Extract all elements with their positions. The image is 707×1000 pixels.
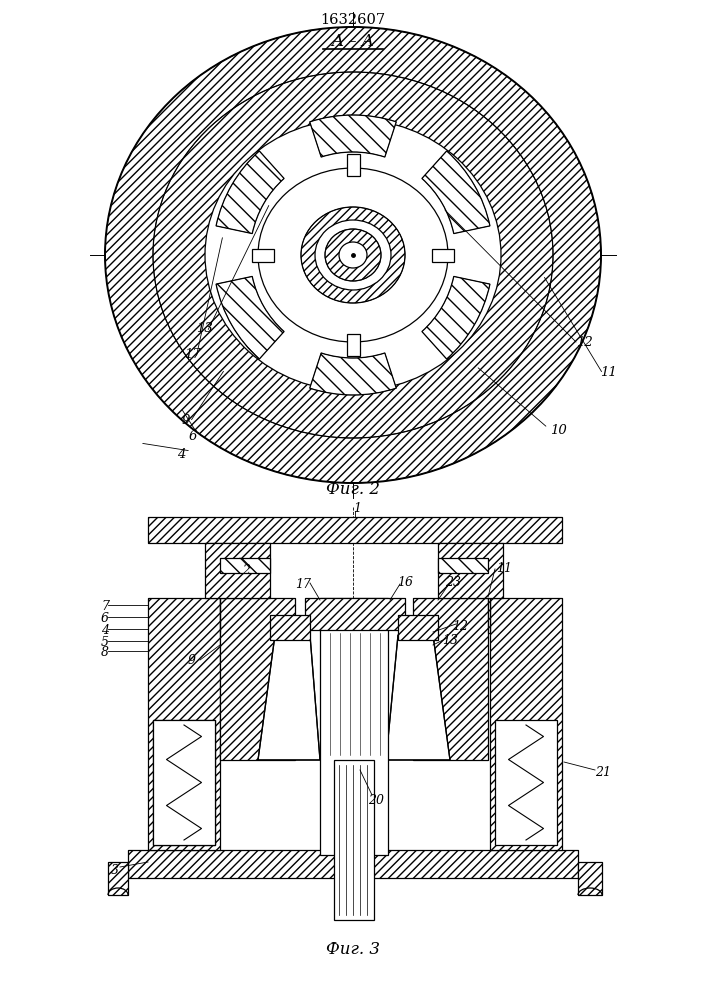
Ellipse shape bbox=[339, 242, 367, 268]
Bar bbox=[108, 862, 128, 895]
Bar bbox=[305, 598, 405, 630]
Text: 16: 16 bbox=[397, 576, 413, 589]
Text: 10: 10 bbox=[549, 424, 566, 436]
Bar bbox=[153, 720, 215, 845]
Ellipse shape bbox=[153, 72, 553, 438]
Bar bbox=[578, 862, 602, 895]
Text: 12: 12 bbox=[575, 336, 592, 349]
Wedge shape bbox=[422, 151, 490, 234]
Ellipse shape bbox=[205, 119, 501, 391]
Text: 23: 23 bbox=[445, 576, 461, 589]
Wedge shape bbox=[310, 353, 396, 395]
Text: 1: 1 bbox=[353, 502, 361, 514]
Bar bbox=[252, 248, 274, 261]
Bar bbox=[488, 598, 490, 633]
Ellipse shape bbox=[325, 229, 381, 281]
Bar bbox=[128, 850, 578, 878]
Wedge shape bbox=[310, 115, 396, 157]
Text: 6: 6 bbox=[101, 611, 109, 624]
Ellipse shape bbox=[258, 168, 448, 342]
Bar bbox=[220, 598, 295, 760]
Bar bbox=[413, 598, 488, 760]
Bar bbox=[205, 543, 270, 598]
Bar bbox=[495, 720, 557, 845]
Text: 21: 21 bbox=[595, 766, 611, 778]
Bar bbox=[438, 543, 503, 598]
Text: 1632607: 1632607 bbox=[320, 13, 385, 27]
Bar bbox=[438, 558, 488, 573]
Text: 4: 4 bbox=[177, 448, 185, 462]
Text: 4: 4 bbox=[101, 624, 109, 637]
Text: 3: 3 bbox=[111, 863, 119, 876]
Text: A – A: A – A bbox=[332, 33, 375, 50]
Wedge shape bbox=[216, 276, 284, 359]
Bar bbox=[346, 154, 359, 176]
Bar bbox=[148, 517, 562, 543]
Bar bbox=[153, 720, 215, 845]
Polygon shape bbox=[258, 635, 320, 760]
Bar bbox=[432, 248, 454, 261]
Text: 11: 11 bbox=[600, 365, 617, 378]
Bar bbox=[438, 543, 503, 598]
Text: Фиг. 3: Фиг. 3 bbox=[326, 942, 380, 958]
Text: 13: 13 bbox=[442, 634, 458, 647]
Bar bbox=[270, 615, 310, 640]
Text: 17: 17 bbox=[295, 578, 311, 591]
Text: 11: 11 bbox=[496, 562, 512, 574]
Bar bbox=[205, 543, 270, 598]
Bar bbox=[578, 862, 602, 895]
Text: 5: 5 bbox=[101, 636, 109, 648]
Bar bbox=[270, 615, 310, 640]
Bar bbox=[310, 635, 398, 790]
Text: Фиг. 2: Фиг. 2 bbox=[326, 482, 380, 498]
Bar bbox=[108, 862, 128, 895]
Bar bbox=[438, 558, 488, 573]
Text: 2: 2 bbox=[242, 564, 250, 576]
Bar bbox=[488, 598, 490, 633]
Text: 13: 13 bbox=[196, 322, 212, 334]
Bar bbox=[220, 558, 270, 573]
Bar bbox=[305, 598, 405, 630]
Text: 20: 20 bbox=[368, 794, 384, 806]
Text: 9: 9 bbox=[188, 654, 196, 666]
Polygon shape bbox=[386, 635, 450, 760]
Bar bbox=[490, 598, 562, 850]
Text: 12: 12 bbox=[452, 620, 468, 634]
Bar bbox=[148, 517, 562, 543]
Bar bbox=[128, 850, 578, 878]
Bar bbox=[398, 615, 438, 640]
Ellipse shape bbox=[315, 220, 391, 290]
Text: 8: 8 bbox=[101, 647, 109, 660]
Text: 6: 6 bbox=[189, 430, 197, 444]
Bar bbox=[398, 615, 438, 640]
Bar bbox=[334, 760, 374, 920]
Bar bbox=[490, 598, 562, 850]
Bar bbox=[148, 598, 220, 850]
Text: 7: 7 bbox=[101, 600, 109, 613]
Bar bbox=[413, 598, 488, 760]
Bar bbox=[148, 598, 220, 850]
Text: 9: 9 bbox=[182, 414, 190, 426]
Wedge shape bbox=[422, 276, 490, 359]
Bar bbox=[220, 558, 270, 573]
Ellipse shape bbox=[301, 207, 405, 303]
Ellipse shape bbox=[105, 27, 601, 483]
Text: 17: 17 bbox=[184, 349, 200, 361]
Wedge shape bbox=[216, 151, 284, 234]
Bar bbox=[220, 598, 295, 760]
Bar bbox=[346, 334, 359, 356]
Bar bbox=[320, 598, 388, 855]
